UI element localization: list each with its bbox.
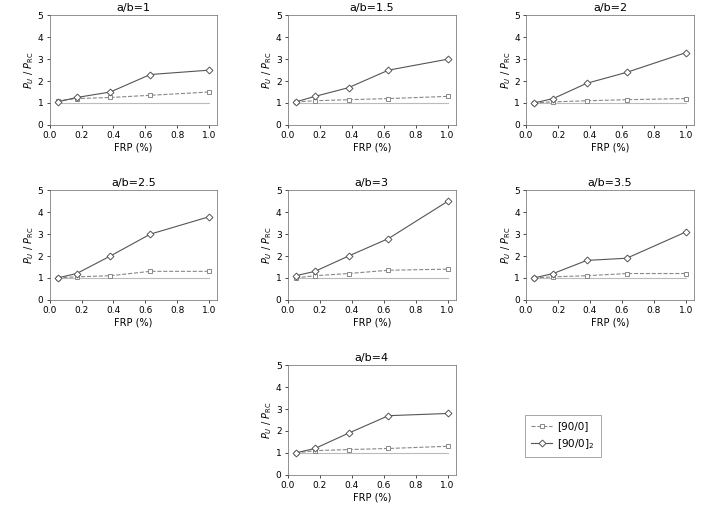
Title: a/b=3: a/b=3 [355,178,389,188]
X-axis label: FRP (%): FRP (%) [114,143,153,153]
Title: a/b=1: a/b=1 [116,3,151,13]
Title: a/b=3.5: a/b=3.5 [588,178,632,188]
Y-axis label: $P_U$ / $P_{\rm RC}$: $P_U$ / $P_{\rm RC}$ [261,401,275,439]
X-axis label: FRP (%): FRP (%) [353,318,391,328]
Y-axis label: $P_U$ / $P_{\rm RC}$: $P_U$ / $P_{\rm RC}$ [499,227,513,264]
X-axis label: FRP (%): FRP (%) [590,318,629,328]
X-axis label: FRP (%): FRP (%) [114,318,153,328]
Y-axis label: $P_U$ / $P_{\rm RC}$: $P_U$ / $P_{\rm RC}$ [499,52,513,89]
X-axis label: FRP (%): FRP (%) [353,493,391,503]
Y-axis label: $P_U$ / $P_{\rm RC}$: $P_U$ / $P_{\rm RC}$ [261,52,275,89]
Title: a/b=1.5: a/b=1.5 [349,3,394,13]
Y-axis label: $P_U$ / $P_{\rm RC}$: $P_U$ / $P_{\rm RC}$ [261,227,275,264]
X-axis label: FRP (%): FRP (%) [590,143,629,153]
X-axis label: FRP (%): FRP (%) [353,143,391,153]
Title: a/b=4: a/b=4 [355,353,389,363]
Title: a/b=2: a/b=2 [593,3,627,13]
Y-axis label: $P_U$ / $P_{\rm RC}$: $P_U$ / $P_{\rm RC}$ [23,52,36,89]
Title: a/b=2.5: a/b=2.5 [111,178,156,188]
Legend: [90/0], [90/0]$_2$: [90/0], [90/0]$_2$ [525,415,601,457]
Y-axis label: $P_U$ / $P_{\rm RC}$: $P_U$ / $P_{\rm RC}$ [23,227,36,264]
